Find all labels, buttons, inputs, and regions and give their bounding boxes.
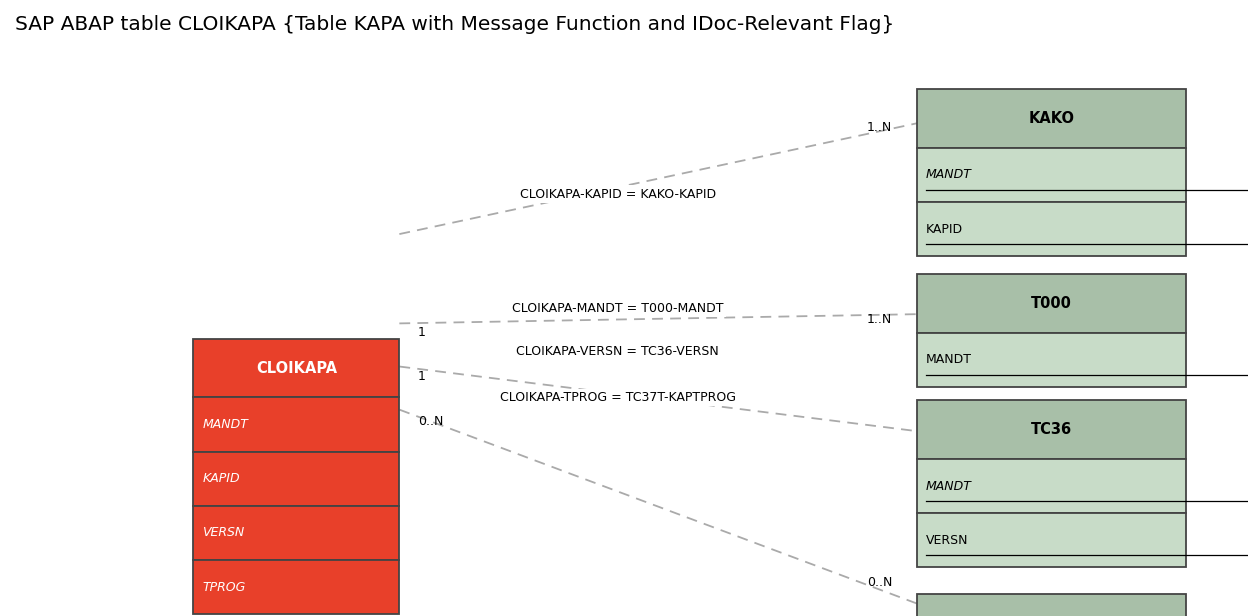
FancyBboxPatch shape: [193, 560, 399, 614]
Text: VERSN: VERSN: [202, 526, 245, 540]
Text: KAKO: KAKO: [1028, 111, 1075, 126]
FancyBboxPatch shape: [193, 452, 399, 506]
FancyBboxPatch shape: [917, 513, 1186, 567]
FancyBboxPatch shape: [917, 89, 1186, 148]
FancyBboxPatch shape: [193, 506, 399, 560]
Text: MANDT: MANDT: [926, 353, 972, 367]
FancyBboxPatch shape: [917, 459, 1186, 513]
Text: 1..N: 1..N: [867, 121, 892, 134]
Text: KAPID: KAPID: [202, 472, 240, 485]
Text: [NUMC (2)]: [NUMC (2)]: [607, 526, 680, 540]
Text: [CLNT (3)]: [CLNT (3)]: [607, 418, 675, 431]
Text: [CHAR (4)]: [CHAR (4)]: [607, 580, 678, 594]
Text: CLOIKAPA-KAPID = KAKO-KAPID: CLOIKAPA-KAPID = KAKO-KAPID: [519, 187, 716, 201]
FancyBboxPatch shape: [917, 400, 1186, 459]
Text: CLOIKAPA-VERSN = TC36-VERSN: CLOIKAPA-VERSN = TC36-VERSN: [517, 344, 719, 358]
Text: 1: 1: [418, 326, 426, 339]
Text: SAP ABAP table CLOIKAPA {Table KAPA with Message Function and IDoc-Relevant Flag: SAP ABAP table CLOIKAPA {Table KAPA with…: [15, 15, 895, 34]
FancyBboxPatch shape: [193, 339, 399, 397]
Text: VERSN: VERSN: [926, 533, 968, 547]
Text: CLOIKAPA-TPROG = TC37T-KAPTPROG: CLOIKAPA-TPROG = TC37T-KAPTPROG: [499, 391, 736, 404]
Text: 1..N: 1..N: [867, 312, 892, 326]
Text: 1: 1: [418, 370, 426, 384]
Text: T000: T000: [1031, 296, 1072, 311]
Text: CLOIKAPA-MANDT = T000-MANDT: CLOIKAPA-MANDT = T000-MANDT: [512, 301, 724, 315]
Text: TPROG: TPROG: [202, 580, 246, 594]
Text: TC36: TC36: [1031, 422, 1072, 437]
Text: 0..N: 0..N: [418, 415, 443, 429]
Text: MANDT: MANDT: [926, 479, 972, 493]
Text: CLOIKAPA: CLOIKAPA: [256, 360, 337, 376]
FancyBboxPatch shape: [917, 333, 1186, 387]
FancyBboxPatch shape: [193, 397, 399, 452]
Text: 0..N: 0..N: [867, 575, 892, 589]
Text: [NUMC (8)]: [NUMC (8)]: [607, 472, 680, 485]
Text: KAPID: KAPID: [926, 222, 963, 236]
FancyBboxPatch shape: [917, 202, 1186, 256]
FancyBboxPatch shape: [917, 594, 1186, 616]
Text: MANDT: MANDT: [926, 168, 972, 182]
FancyBboxPatch shape: [917, 274, 1186, 333]
FancyBboxPatch shape: [917, 148, 1186, 202]
Text: MANDT: MANDT: [202, 418, 248, 431]
